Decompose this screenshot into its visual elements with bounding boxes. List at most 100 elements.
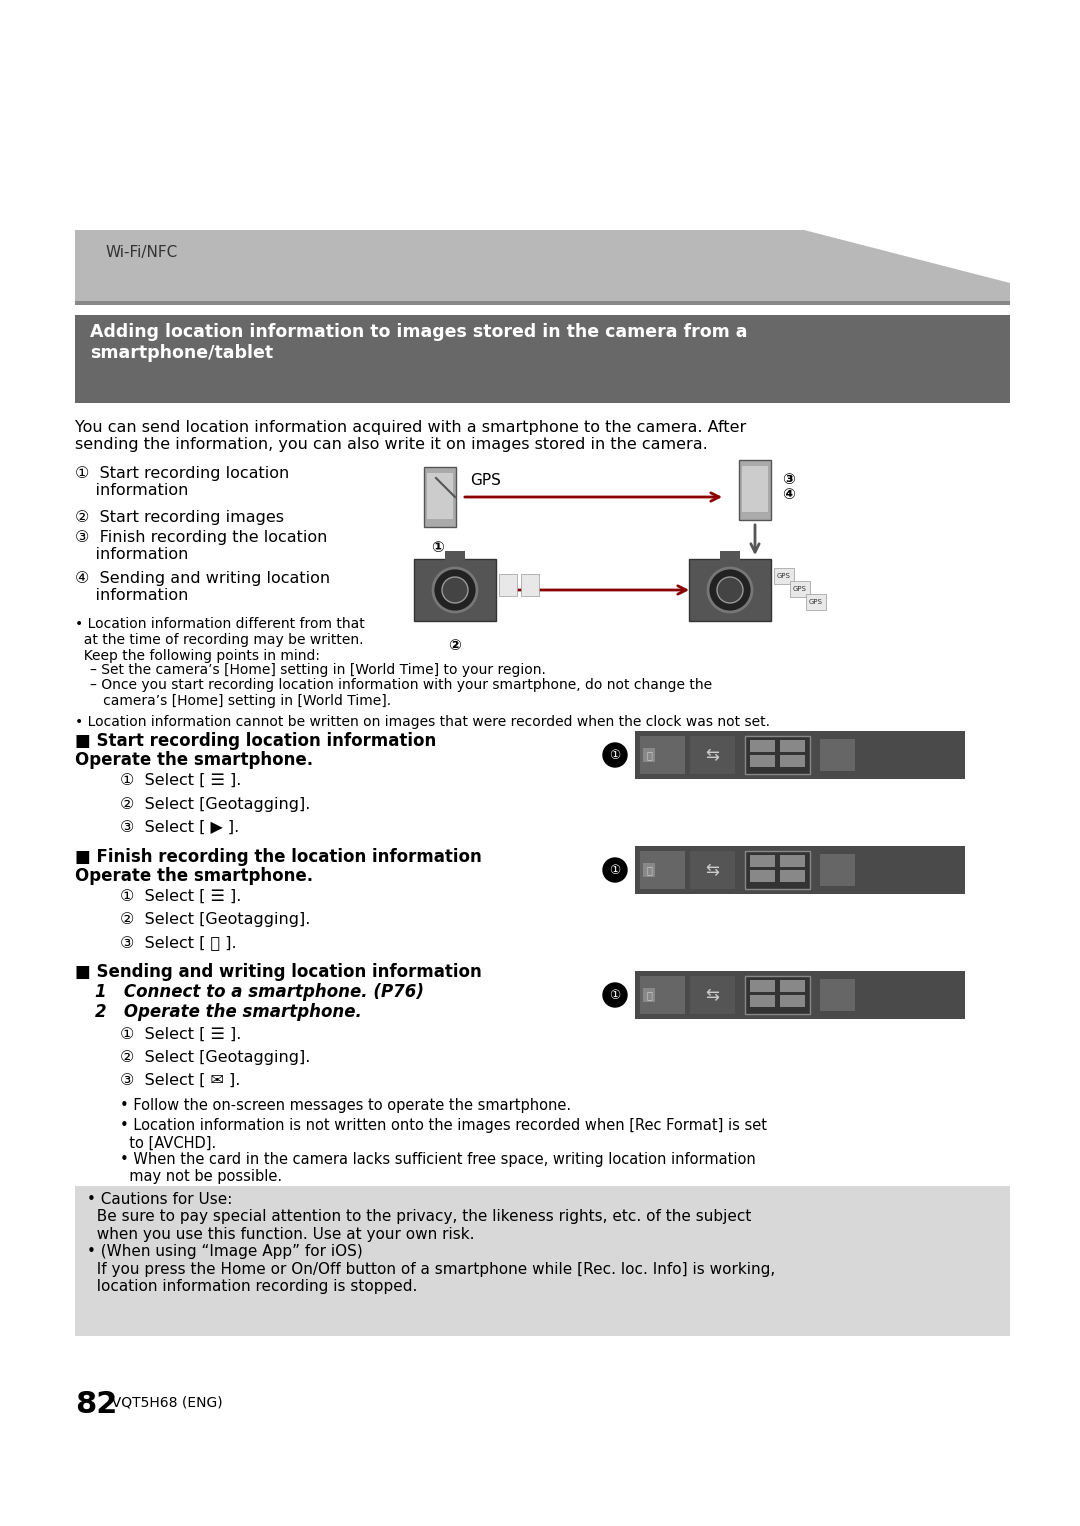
Bar [640,977,685,1013]
Text: ■ Sending and writing location information: ■ Sending and writing location informati… [75,963,482,981]
Bar [789,581,810,597]
Circle shape [433,568,477,612]
Text: ①: ① [432,540,445,555]
Bar [750,755,775,768]
Text: ③  Select [ ⏸ ].: ③ Select [ ⏸ ]. [120,935,237,951]
Circle shape [603,983,627,1007]
Text: • Location information cannot be written on images that were recorded when the c: • Location information cannot be written… [75,716,770,729]
Text: ①: ① [609,864,621,876]
Text: ⇆: ⇆ [705,746,719,765]
Text: ■ Finish recording the location information: ■ Finish recording the location informat… [75,848,482,865]
Text: • Follow the on-screen messages to operate the smartphone.: • Follow the on-screen messages to opera… [120,1099,571,1112]
Bar [689,559,771,621]
Bar [780,870,805,882]
Bar [806,594,826,610]
Bar [643,864,654,877]
Bar [750,855,775,867]
Text: ③  Select [ ▶ ].: ③ Select [ ▶ ]. [120,819,240,835]
Bar [75,230,1010,305]
Bar [742,465,768,513]
Bar [635,971,966,1019]
Text: ①  Select [ ☰ ].: ① Select [ ☰ ]. [120,890,241,903]
Bar [750,995,775,1007]
Bar [780,855,805,867]
Bar [643,987,654,1003]
Text: GPS: GPS [809,600,823,604]
Text: ⇆: ⇆ [705,861,719,879]
Bar [720,551,740,562]
Bar [499,574,517,597]
Text: – Once you start recording location information with your smartphone, do not cha: – Once you start recording location info… [90,678,712,708]
Circle shape [603,743,627,768]
Text: ②  Select [Geotagging].: ② Select [Geotagging]. [120,913,310,926]
Bar [445,551,465,562]
Circle shape [442,577,468,603]
Bar [820,739,855,771]
Bar [780,995,805,1007]
Text: 2   Operate the smartphone.: 2 Operate the smartphone. [95,1003,362,1021]
Text: ③: ③ [782,472,795,487]
Text: GPS: GPS [793,586,807,592]
Bar [427,473,453,519]
Text: ⚿: ⚿ [646,865,652,874]
Text: Operate the smartphone.: Operate the smartphone. [75,867,313,885]
Bar [690,852,735,890]
Text: ③  Select [ ✉ ].: ③ Select [ ✉ ]. [120,1073,241,1088]
Text: ①: ① [609,748,621,761]
Text: ■ Start recording location information: ■ Start recording location information [75,732,436,749]
Text: • Location information is not written onto the images recorded when [Rec Format]: • Location information is not written on… [120,1119,767,1151]
Text: ④: ④ [782,487,795,502]
Text: ②  Select [Geotagging].: ② Select [Geotagging]. [120,797,310,812]
Bar [780,980,805,992]
Text: • Cautions for Use:
  Be sure to pay special attention to the privacy, the liken: • Cautions for Use: Be sure to pay speci… [87,1192,775,1294]
Bar [745,736,810,774]
Text: ⇆: ⇆ [705,986,719,1004]
Text: ⚿: ⚿ [646,990,652,1000]
Text: ①  Select [ ☰ ].: ① Select [ ☰ ]. [120,1027,241,1042]
Text: ①  Select [ ☰ ].: ① Select [ ☰ ]. [120,774,241,787]
Bar [745,977,810,1013]
Text: VQT5H68 (ENG): VQT5H68 (ENG) [103,1396,222,1410]
Bar [750,870,775,882]
Text: Operate the smartphone.: Operate the smartphone. [75,751,313,769]
Text: ③  Finish recording the location
    information: ③ Finish recording the location informat… [75,530,327,563]
Circle shape [603,858,627,882]
Text: • Location information different from that
  at the time of recording may be wri: • Location information different from th… [75,617,365,664]
Bar [780,755,805,768]
Text: GPS: GPS [778,572,791,578]
Bar [424,467,456,526]
Bar [640,736,685,774]
Bar [635,845,966,894]
Text: – Set the camera’s [Home] setting in [World Time] to your region.: – Set the camera’s [Home] setting in [Wo… [90,662,545,678]
Bar [640,852,685,890]
Bar [745,852,810,890]
Bar [690,736,735,774]
Bar [75,314,1010,403]
Text: 82: 82 [75,1390,118,1419]
Text: ②  Start recording images: ② Start recording images [75,510,284,525]
Text: ⚿: ⚿ [646,749,652,760]
Text: Wi-Fi/NFC: Wi-Fi/NFC [105,246,177,259]
Bar [750,980,775,992]
Bar [820,855,855,887]
Bar [521,574,539,597]
Text: Adding location information to images stored in the camera from a
smartphone/tab: Adding location information to images st… [90,324,747,362]
Bar [643,748,654,761]
Bar [820,980,855,1012]
Text: ④  Sending and writing location
    information: ④ Sending and writing location informati… [75,571,330,603]
Bar [635,731,966,778]
Bar [739,459,771,520]
Text: ①: ① [609,989,621,1001]
Bar [690,977,735,1013]
Bar [75,1186,1010,1335]
Text: ②: ② [448,638,461,653]
Bar [750,740,775,752]
Text: 1   Connect to a smartphone. (P76): 1 Connect to a smartphone. (P76) [95,983,424,1001]
Text: ②  Select [Geotagging].: ② Select [Geotagging]. [120,1050,310,1065]
Bar [774,568,794,584]
Text: ①  Start recording location
    information: ① Start recording location information [75,465,289,499]
Circle shape [708,568,752,612]
Bar [780,740,805,752]
Circle shape [717,577,743,603]
Text: GPS: GPS [470,473,501,488]
